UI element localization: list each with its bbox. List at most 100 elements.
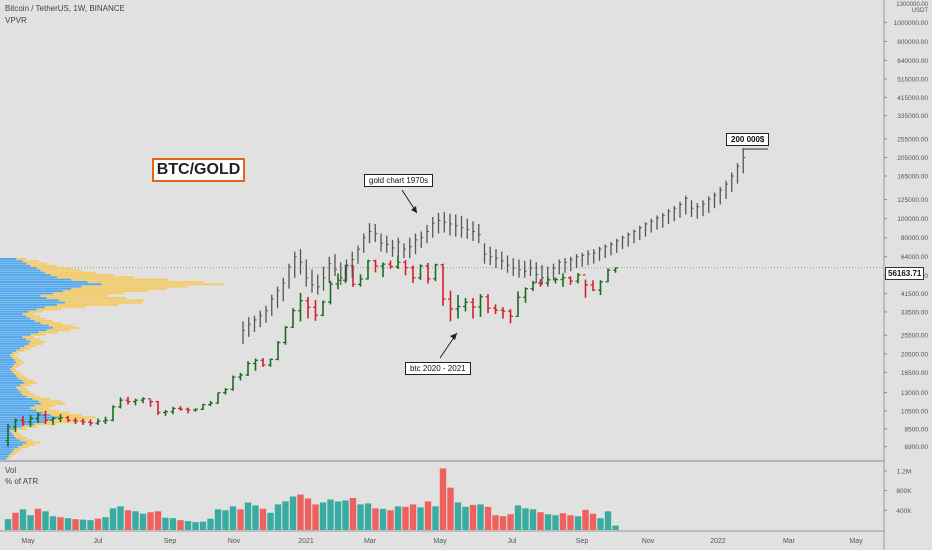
volume-bar bbox=[214, 509, 222, 530]
volume-bar bbox=[522, 508, 529, 530]
price-tick-label: 800000.00 bbox=[897, 39, 928, 46]
volume-profile-down-row bbox=[22, 425, 37, 428]
volume-profile-down-row bbox=[36, 308, 62, 311]
price-tick-label: 8500.00 bbox=[905, 426, 929, 433]
volume-profile-down-row bbox=[56, 303, 119, 306]
volume-atr-label: % of ATR bbox=[5, 477, 39, 486]
volume-profile-up-row bbox=[0, 368, 11, 371]
volume-bar bbox=[297, 494, 304, 530]
volume-profile-down-row bbox=[10, 368, 16, 371]
volume-profile-down-row bbox=[20, 439, 33, 442]
volume-profile-up-row bbox=[0, 290, 64, 293]
volume-profile-down-row bbox=[71, 278, 169, 281]
volume-bar bbox=[4, 519, 12, 530]
volume-profile-up-row bbox=[0, 264, 31, 267]
symbol-title: Bitcoin / TetherUS, 1W, BINANCE bbox=[5, 4, 125, 13]
price-tick-label: 415000.00 bbox=[897, 95, 928, 102]
volume-profile-up-row bbox=[0, 356, 13, 359]
volume-profile-down-row bbox=[16, 361, 25, 364]
volume-bar bbox=[109, 508, 117, 530]
volume-profile-down-row bbox=[52, 418, 88, 421]
volume-bar bbox=[132, 511, 139, 530]
volume-bar bbox=[477, 504, 484, 530]
volume-profile-down-row bbox=[46, 297, 127, 299]
volume-profile-up-row bbox=[0, 443, 23, 446]
volume-profile-up-row bbox=[0, 370, 13, 373]
volume-profile-up-row bbox=[0, 391, 21, 394]
time-axis-label: 2022 bbox=[710, 538, 726, 545]
volume-bar bbox=[379, 508, 387, 530]
volume-profile-down-row bbox=[14, 363, 22, 366]
volume-profile-down-row bbox=[22, 393, 35, 396]
volume-bar bbox=[357, 504, 364, 530]
volume-bar bbox=[327, 499, 334, 530]
price-tick-label: 515000.00 bbox=[897, 76, 928, 83]
volume-profile-up-row bbox=[0, 319, 35, 322]
btc-period-callout: btc 2020 - 2021 bbox=[405, 362, 471, 375]
volume-profile-up-row bbox=[0, 441, 27, 444]
price-tick-label: 13000.00 bbox=[901, 390, 928, 397]
volume-profile-down-row bbox=[52, 292, 125, 295]
volume-bar bbox=[274, 504, 282, 530]
volume-bar bbox=[222, 510, 229, 530]
volume-bar bbox=[169, 518, 177, 530]
volume-profile-down-row bbox=[38, 400, 62, 403]
price-tick-label: 125000.00 bbox=[897, 197, 928, 204]
volume-profile-up-row bbox=[0, 375, 17, 378]
volume-profile-up-row bbox=[0, 377, 19, 380]
volume-profile-down-row bbox=[63, 290, 149, 293]
volume-profile-down-row bbox=[14, 448, 22, 451]
price-tick-label: 20500.00 bbox=[901, 351, 928, 358]
volume-bar bbox=[289, 496, 297, 530]
volume-bar bbox=[462, 506, 469, 530]
volume-bar bbox=[244, 502, 252, 530]
volume-profile-down-row bbox=[14, 434, 23, 437]
volume-bar bbox=[199, 521, 207, 530]
volume-profile-up-row bbox=[0, 287, 72, 290]
volume-tick-label: 400K bbox=[896, 508, 912, 515]
volume-profile-down-row bbox=[30, 340, 46, 343]
volume-profile-up-row bbox=[0, 299, 60, 302]
volume-bar bbox=[304, 498, 312, 530]
volume-profile-down-row bbox=[44, 306, 86, 309]
volume-bar bbox=[192, 522, 199, 530]
volume-bar bbox=[372, 508, 379, 530]
volume-profile-down-row bbox=[22, 260, 39, 263]
volume-profile-down-row bbox=[65, 301, 143, 304]
volume-profile-down-row bbox=[30, 317, 46, 320]
volume-profile-down-row bbox=[10, 354, 16, 357]
time-axis-label: Sep bbox=[164, 538, 177, 545]
volume-profile-up-row bbox=[0, 381, 25, 384]
volume-bar bbox=[162, 517, 169, 530]
volume-profile-down-row bbox=[18, 377, 28, 380]
volume-bar bbox=[604, 511, 612, 530]
volume-profile-up-row bbox=[0, 301, 66, 304]
volume-bar bbox=[34, 508, 42, 530]
volume-profile-down-row bbox=[44, 271, 96, 274]
volume-bar bbox=[12, 512, 19, 530]
volume-profile-down-row bbox=[16, 258, 27, 260]
time-axis-label: Jul bbox=[94, 538, 103, 545]
volume-bar bbox=[349, 498, 357, 530]
volume-profile-down-row bbox=[16, 349, 25, 352]
volume-profile-up-row bbox=[0, 258, 17, 260]
volume-bar bbox=[139, 513, 147, 530]
volume-profile-down-row bbox=[34, 423, 57, 426]
volume-profile-up-row bbox=[0, 372, 15, 375]
volume-profile-down-row bbox=[101, 283, 224, 286]
volume-profile-down-row bbox=[14, 372, 22, 375]
volume-profile-up-row bbox=[0, 395, 27, 398]
volume-bar bbox=[552, 515, 559, 530]
volume-bar bbox=[447, 487, 454, 530]
volume-bar bbox=[229, 506, 237, 530]
volume-profile-up-row bbox=[0, 423, 35, 426]
price-tick-label: 33500.00 bbox=[901, 309, 928, 316]
volume-profile-down-row bbox=[87, 280, 204, 283]
volume-profile-up-row bbox=[0, 310, 29, 313]
volume-profile-down-row bbox=[22, 379, 34, 382]
volume-profile-up-row bbox=[0, 274, 51, 277]
volume-profile-down-row bbox=[12, 370, 19, 373]
volume-profile-up-row bbox=[0, 418, 53, 421]
volume-profile-up-row bbox=[0, 278, 72, 281]
